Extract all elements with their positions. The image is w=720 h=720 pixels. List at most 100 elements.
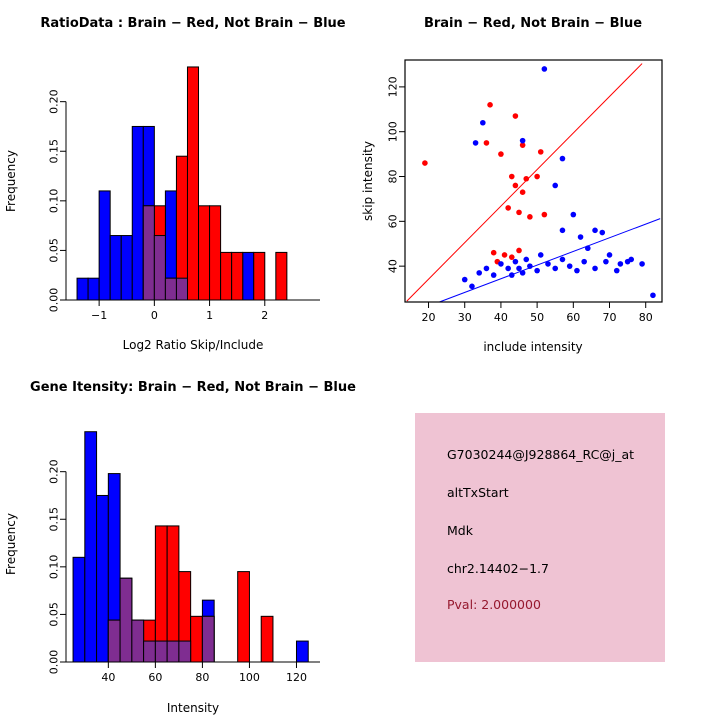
x-tick-label: 40 [494,311,508,324]
histogram-bar-blue [72,556,86,663]
scatter-point-blue [498,261,504,267]
histogram-bar-blue [76,277,89,301]
intensity-scatter-panel: Brain − Red, Not Brain − Blue include in… [360,0,720,360]
y-tick-label: 0.05 [48,238,61,263]
y-tick-label: 0.00 [48,650,61,675]
histogram-bar-blue [109,235,122,301]
plot-frame [404,59,663,303]
histogram-bar-blue [120,235,133,301]
histogram-bar-overlap [131,619,145,663]
x-tick-label: 2 [261,309,268,322]
scatter-point-blue [541,66,548,72]
histogram-bar-blue [98,190,111,301]
histogram-bar-overlap [119,577,133,663]
scatter-point-red [516,247,522,254]
scatter-point-red [422,160,428,166]
x-tick-label: −1 [91,309,107,322]
scatter-point-blue [469,283,475,290]
scatter-point-red [505,205,511,211]
y-tick-label: 0.15 [48,139,61,164]
x-tick-label: 20 [422,311,436,324]
scatter-point-blue [512,258,519,265]
ratio-histogram-title: RatioData : Brain − Red, Not Brain − Blu… [40,16,345,31]
pvalue: Pval: 2.000000 [447,597,541,612]
scatter-point-red [483,140,490,146]
x-tick-label: 40 [101,671,115,684]
x-tick-label: 80 [639,311,653,324]
gene-intensity-histogram-panel: Gene Itensity: Brain − Red, Not Brain − … [0,360,360,720]
red-fit-line [406,63,643,302]
scatter-point-red [534,173,540,180]
scatter-point-blue [472,140,479,146]
x-tick-label: 70 [603,311,617,324]
histogram-bar-overlap [143,640,156,663]
scatter-point-red [512,182,519,189]
histogram-bar-red [253,251,266,301]
scatter-point-red [516,209,522,216]
ratio-histogram-xlabel: Log2 Ratio Skip/Include [123,338,264,352]
y-tick-label: 40 [387,259,400,273]
scatter-ylabel: skip intensity [361,141,375,221]
x-tick-label: 80 [195,671,209,684]
scatter-point-blue [490,272,497,278]
histogram-bar-red [198,205,211,301]
scatter-point-blue [545,261,551,267]
blue-fit-line [439,218,661,303]
histogram-bar-red [231,251,244,301]
y-tick-label: 0.05 [48,602,61,627]
histogram-bar-red [237,571,250,663]
histogram-bar-overlap [164,277,177,301]
gene-histogram-xlabel: Intensity [167,701,219,715]
scatter-point-blue [584,245,591,252]
y-tick-label: 0.20 [48,459,61,484]
scatter-point-blue [592,265,598,272]
histogram-bar-overlap [154,640,168,663]
scatter-point-blue [523,256,530,263]
scatter-point-blue [606,252,613,258]
scatter-point-blue [480,119,486,126]
scatter-point-blue [639,261,645,267]
histogram-bar-overlap [107,619,121,663]
scatter-point-blue [519,270,526,276]
annotation-box: G7030244@J928864_RC@j_at altTxStart Mdk … [415,413,665,662]
scatter-point-blue [599,229,606,236]
scatter-point-red [508,173,515,180]
x-tick-label: 60 [566,311,580,324]
scatter-point-blue [516,265,522,272]
scatter-point-blue [592,227,598,234]
scatter-point-blue [559,227,566,234]
x-tick-label: 1 [206,309,213,322]
scatter-point-blue [617,261,624,267]
x-tick-label: 100 [239,671,260,684]
scatter-point-blue [570,211,577,218]
x-tick-label: 120 [286,671,307,684]
histogram-bar-red [275,251,288,301]
scatter-point-red [519,189,526,196]
scatter-point-blue [566,263,573,269]
y-tick-label: 0.00 [48,288,61,313]
histogram-bar-overlap [178,640,192,663]
x-tick-label: 30 [458,311,472,324]
scatter-point-red [498,151,504,157]
locus: chr2.14402−1.7 [447,561,549,576]
ratio-histogram-ylabel: Frequency [4,150,18,212]
scatter-point-blue [519,137,526,144]
scatter-point-blue [508,272,515,278]
histogram-bar-overlap [166,640,180,663]
x-tick-label: 0 [151,309,158,322]
histogram-bar-blue [96,494,109,663]
scatter-point-blue [505,265,511,272]
histogram-bar-blue [131,125,144,301]
histogram-bar-red [190,615,203,663]
histogram-bar-overlap [142,205,155,301]
histogram-bar-overlap [201,615,215,663]
scatter-point-blue [624,258,631,265]
ratio-histogram-chart: RatioData : Brain − Red, Not Brain − Blu… [4,16,346,352]
gene-intensity-histogram-chart: Gene Itensity: Brain − Red, Not Brain − … [4,380,356,715]
scatter-point-blue [581,258,587,265]
histogram-bar-blue [295,640,309,663]
scatter-point-red [487,102,493,108]
scatter-point-blue [527,263,533,269]
scatter-point-red [541,211,548,218]
intensity-scatter-chart: Brain − Red, Not Brain − Blue include in… [361,16,663,354]
